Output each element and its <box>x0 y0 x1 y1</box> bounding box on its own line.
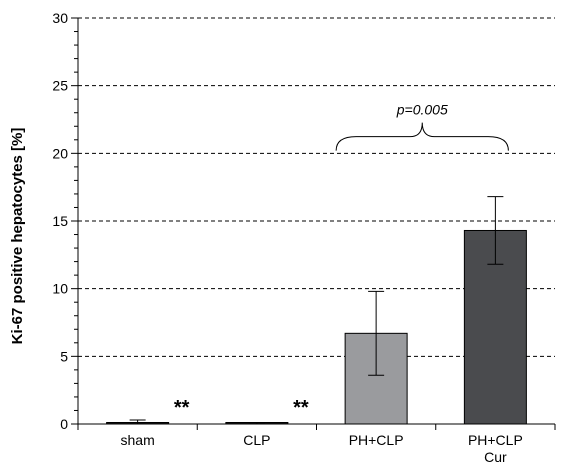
y-axis-title: Ki-67 positive hepatocytes [%] <box>9 128 26 345</box>
gridlines <box>78 17 555 357</box>
y-tick-label: 20 <box>52 145 68 161</box>
y-tick-label: 30 <box>52 10 68 26</box>
bars <box>106 196 527 425</box>
significance-bracket <box>335 122 509 151</box>
y-tick-label: 10 <box>52 281 68 297</box>
y-tick-label: 25 <box>52 78 68 94</box>
y-tick-label: 0 <box>60 416 68 432</box>
y-tick-label: 15 <box>52 213 68 229</box>
significance-mark: ** <box>293 397 309 419</box>
x-tick-label: CLP <box>243 432 270 448</box>
x-tick-label: PH+CLP <box>468 432 523 448</box>
x-tick-label: PH+CLP <box>349 432 404 448</box>
p-value-label: p=0.005 <box>396 102 448 118</box>
y-tick-label: 5 <box>60 348 68 364</box>
ticks <box>71 17 556 430</box>
x-tick-label: sham <box>121 432 155 448</box>
x-tick-label-line2: Cur <box>484 449 507 465</box>
significance-mark: ** <box>174 397 190 419</box>
